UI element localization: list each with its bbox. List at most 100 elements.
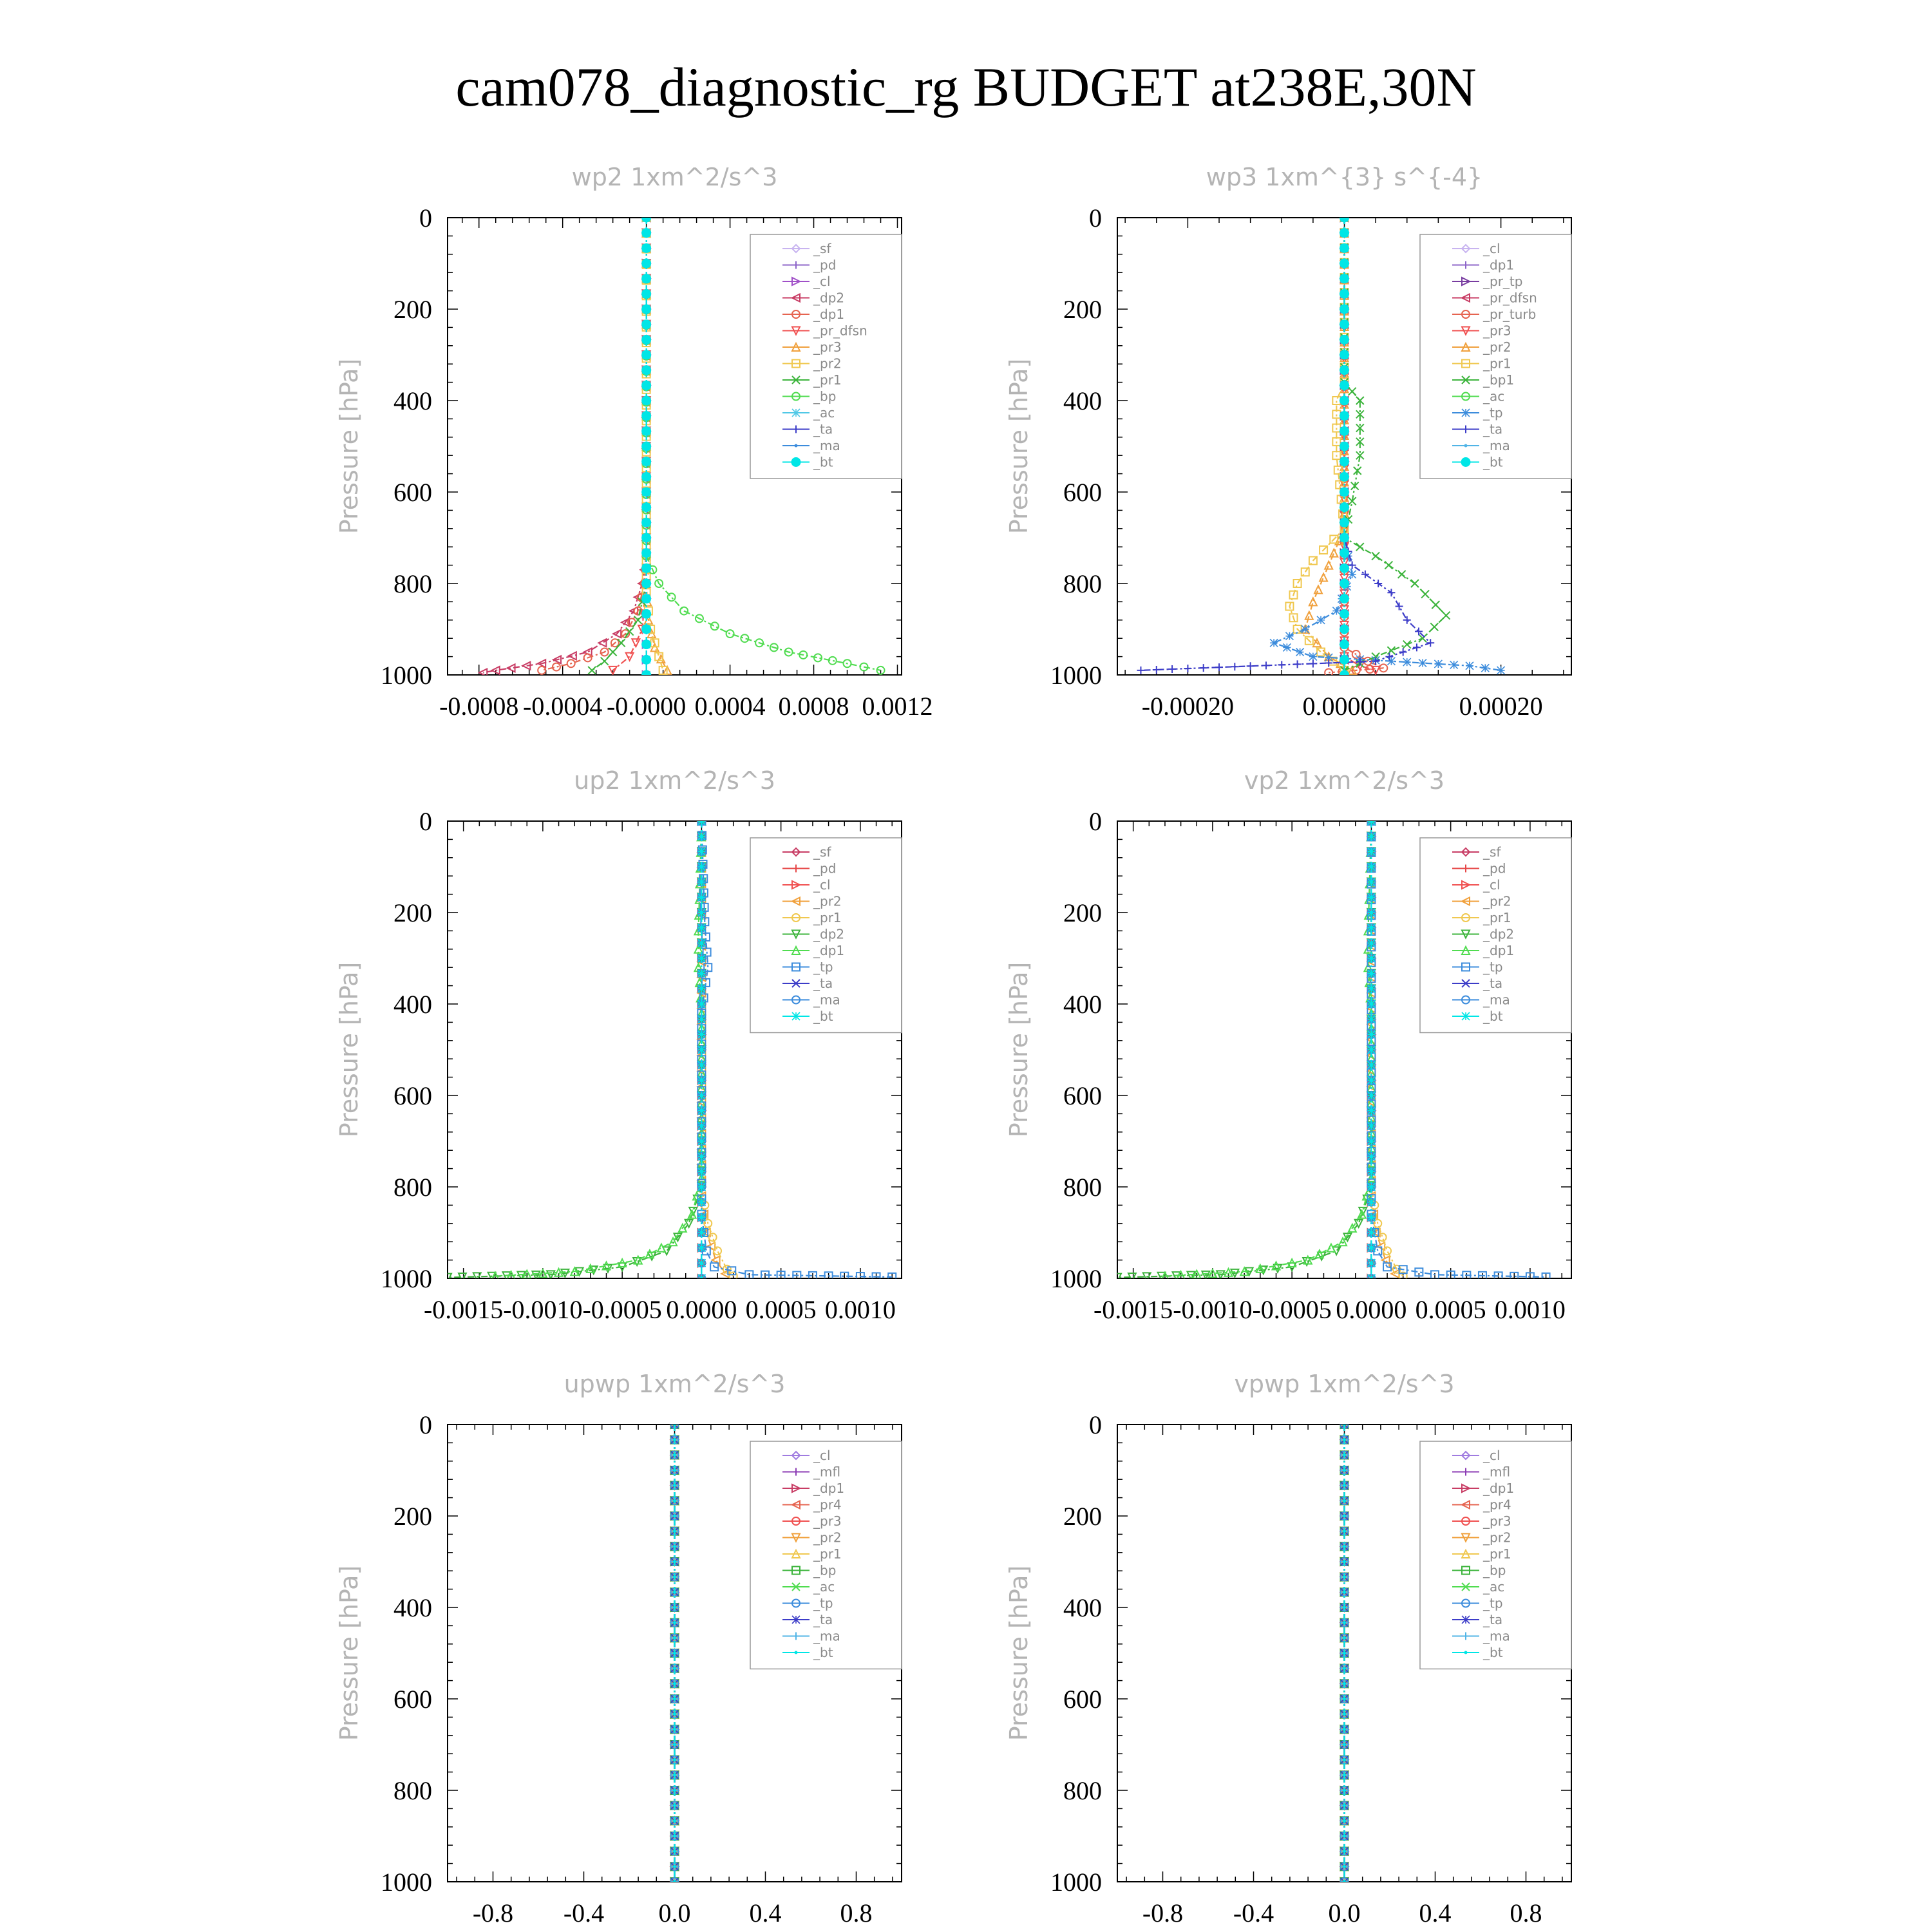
data-point <box>1343 1590 1346 1594</box>
data-point <box>1347 497 1357 506</box>
data-point <box>697 1167 706 1176</box>
legend-marker <box>791 847 801 857</box>
data-point <box>1325 659 1333 667</box>
data-point <box>654 579 664 588</box>
legend-label: _dp1 <box>813 307 844 322</box>
y-tick-label: 200 <box>1063 295 1102 324</box>
data-point <box>701 1227 711 1238</box>
data-point <box>1481 663 1490 672</box>
legend <box>1419 234 1572 479</box>
data-point <box>1343 1453 1346 1457</box>
data-point <box>1293 660 1302 668</box>
data-point <box>1324 653 1333 662</box>
x-tick-label: 0.0008 <box>779 692 849 721</box>
data-point <box>1380 1255 1390 1265</box>
data-point <box>727 1266 737 1276</box>
y-tick-label: 0 <box>419 1410 432 1439</box>
data-point <box>1347 665 1358 675</box>
data-point <box>1269 638 1278 647</box>
data-point <box>1343 1651 1346 1655</box>
data-point <box>448 1273 453 1278</box>
data-point <box>1340 289 1349 299</box>
data-point <box>1367 893 1376 902</box>
legend-label: _bp <box>813 1563 836 1578</box>
data-point <box>1343 1560 1346 1564</box>
data-point <box>617 1257 627 1268</box>
data-point <box>633 616 643 625</box>
data-point <box>1414 1267 1424 1277</box>
chart-title: vpwp 1xm^2/s^3 <box>1234 1370 1454 1398</box>
data-point <box>673 1743 676 1747</box>
data-point <box>701 932 710 942</box>
data-point <box>583 653 592 663</box>
series-line-pr2 <box>701 821 726 1274</box>
data-point <box>490 665 500 675</box>
data-point <box>1343 1468 1346 1472</box>
data-point <box>567 650 577 661</box>
legend-label: _pr1 <box>813 910 842 925</box>
legend-marker <box>1461 1615 1470 1624</box>
data-point <box>808 1271 817 1278</box>
data-point <box>1282 643 1291 652</box>
data-point <box>673 1544 676 1548</box>
data-point <box>1168 665 1177 674</box>
data-point <box>1255 1263 1265 1273</box>
data-point <box>1421 589 1430 599</box>
data-point <box>633 1255 643 1265</box>
data-point <box>1343 1850 1346 1853</box>
legend-label: _cl <box>813 877 831 893</box>
data-point <box>673 1681 676 1685</box>
data-point <box>1200 1270 1211 1278</box>
legend-marker <box>791 276 802 287</box>
data-point <box>1343 1484 1346 1488</box>
data-point <box>616 638 626 648</box>
y-tick-label: 600 <box>393 1685 432 1714</box>
x-tick-label: 0.0005 <box>1416 1295 1486 1324</box>
y-tick-label: 600 <box>1063 478 1102 507</box>
data-point <box>1339 492 1350 502</box>
data-point <box>673 1530 676 1533</box>
legend-label: _pd <box>813 258 836 273</box>
data-point <box>703 1218 713 1228</box>
data-point <box>1343 1712 1346 1716</box>
data-point <box>701 1246 711 1256</box>
legend-marker <box>791 880 802 890</box>
data-point <box>1356 1209 1367 1219</box>
data-point <box>1418 634 1427 643</box>
data-point <box>1323 560 1334 570</box>
data-point <box>1370 665 1381 675</box>
data-point <box>859 662 869 672</box>
legend-label: _ta <box>1482 422 1502 437</box>
data-point <box>641 502 652 513</box>
data-point <box>560 1268 571 1278</box>
series-line-dp1 <box>495 821 703 1277</box>
plot-area <box>1339 1425 1350 1882</box>
legend-marker <box>1460 1499 1470 1510</box>
legend-marker <box>794 1651 798 1654</box>
data-point <box>673 1575 676 1579</box>
data-point <box>1361 570 1369 578</box>
data-point <box>702 947 712 957</box>
data-point <box>641 457 652 467</box>
legend-label: _ma <box>1482 438 1510 453</box>
legend-label: _ac <box>1482 1579 1504 1595</box>
data-point <box>1387 657 1396 666</box>
legend-marker <box>1461 1012 1470 1021</box>
x-tick-label: -0.0008 <box>439 692 518 721</box>
data-point <box>1395 602 1403 611</box>
legend-label: _ma <box>813 438 840 453</box>
data-point <box>1343 1636 1346 1640</box>
data-point <box>1231 663 1239 671</box>
y-tick-label: 800 <box>393 1173 432 1202</box>
data-point <box>545 1270 556 1278</box>
series-line-pr1 <box>591 218 647 671</box>
x-tick-label: -0.0005 <box>582 1295 661 1324</box>
data-point <box>1383 1262 1392 1272</box>
plot-area <box>477 218 886 675</box>
y-tick-label: 0 <box>419 807 432 836</box>
legend-label: _ma <box>1482 992 1510 1008</box>
data-point <box>1343 1758 1346 1762</box>
data-point <box>697 1244 706 1253</box>
data-point <box>1329 535 1339 544</box>
data-point <box>673 1590 676 1594</box>
